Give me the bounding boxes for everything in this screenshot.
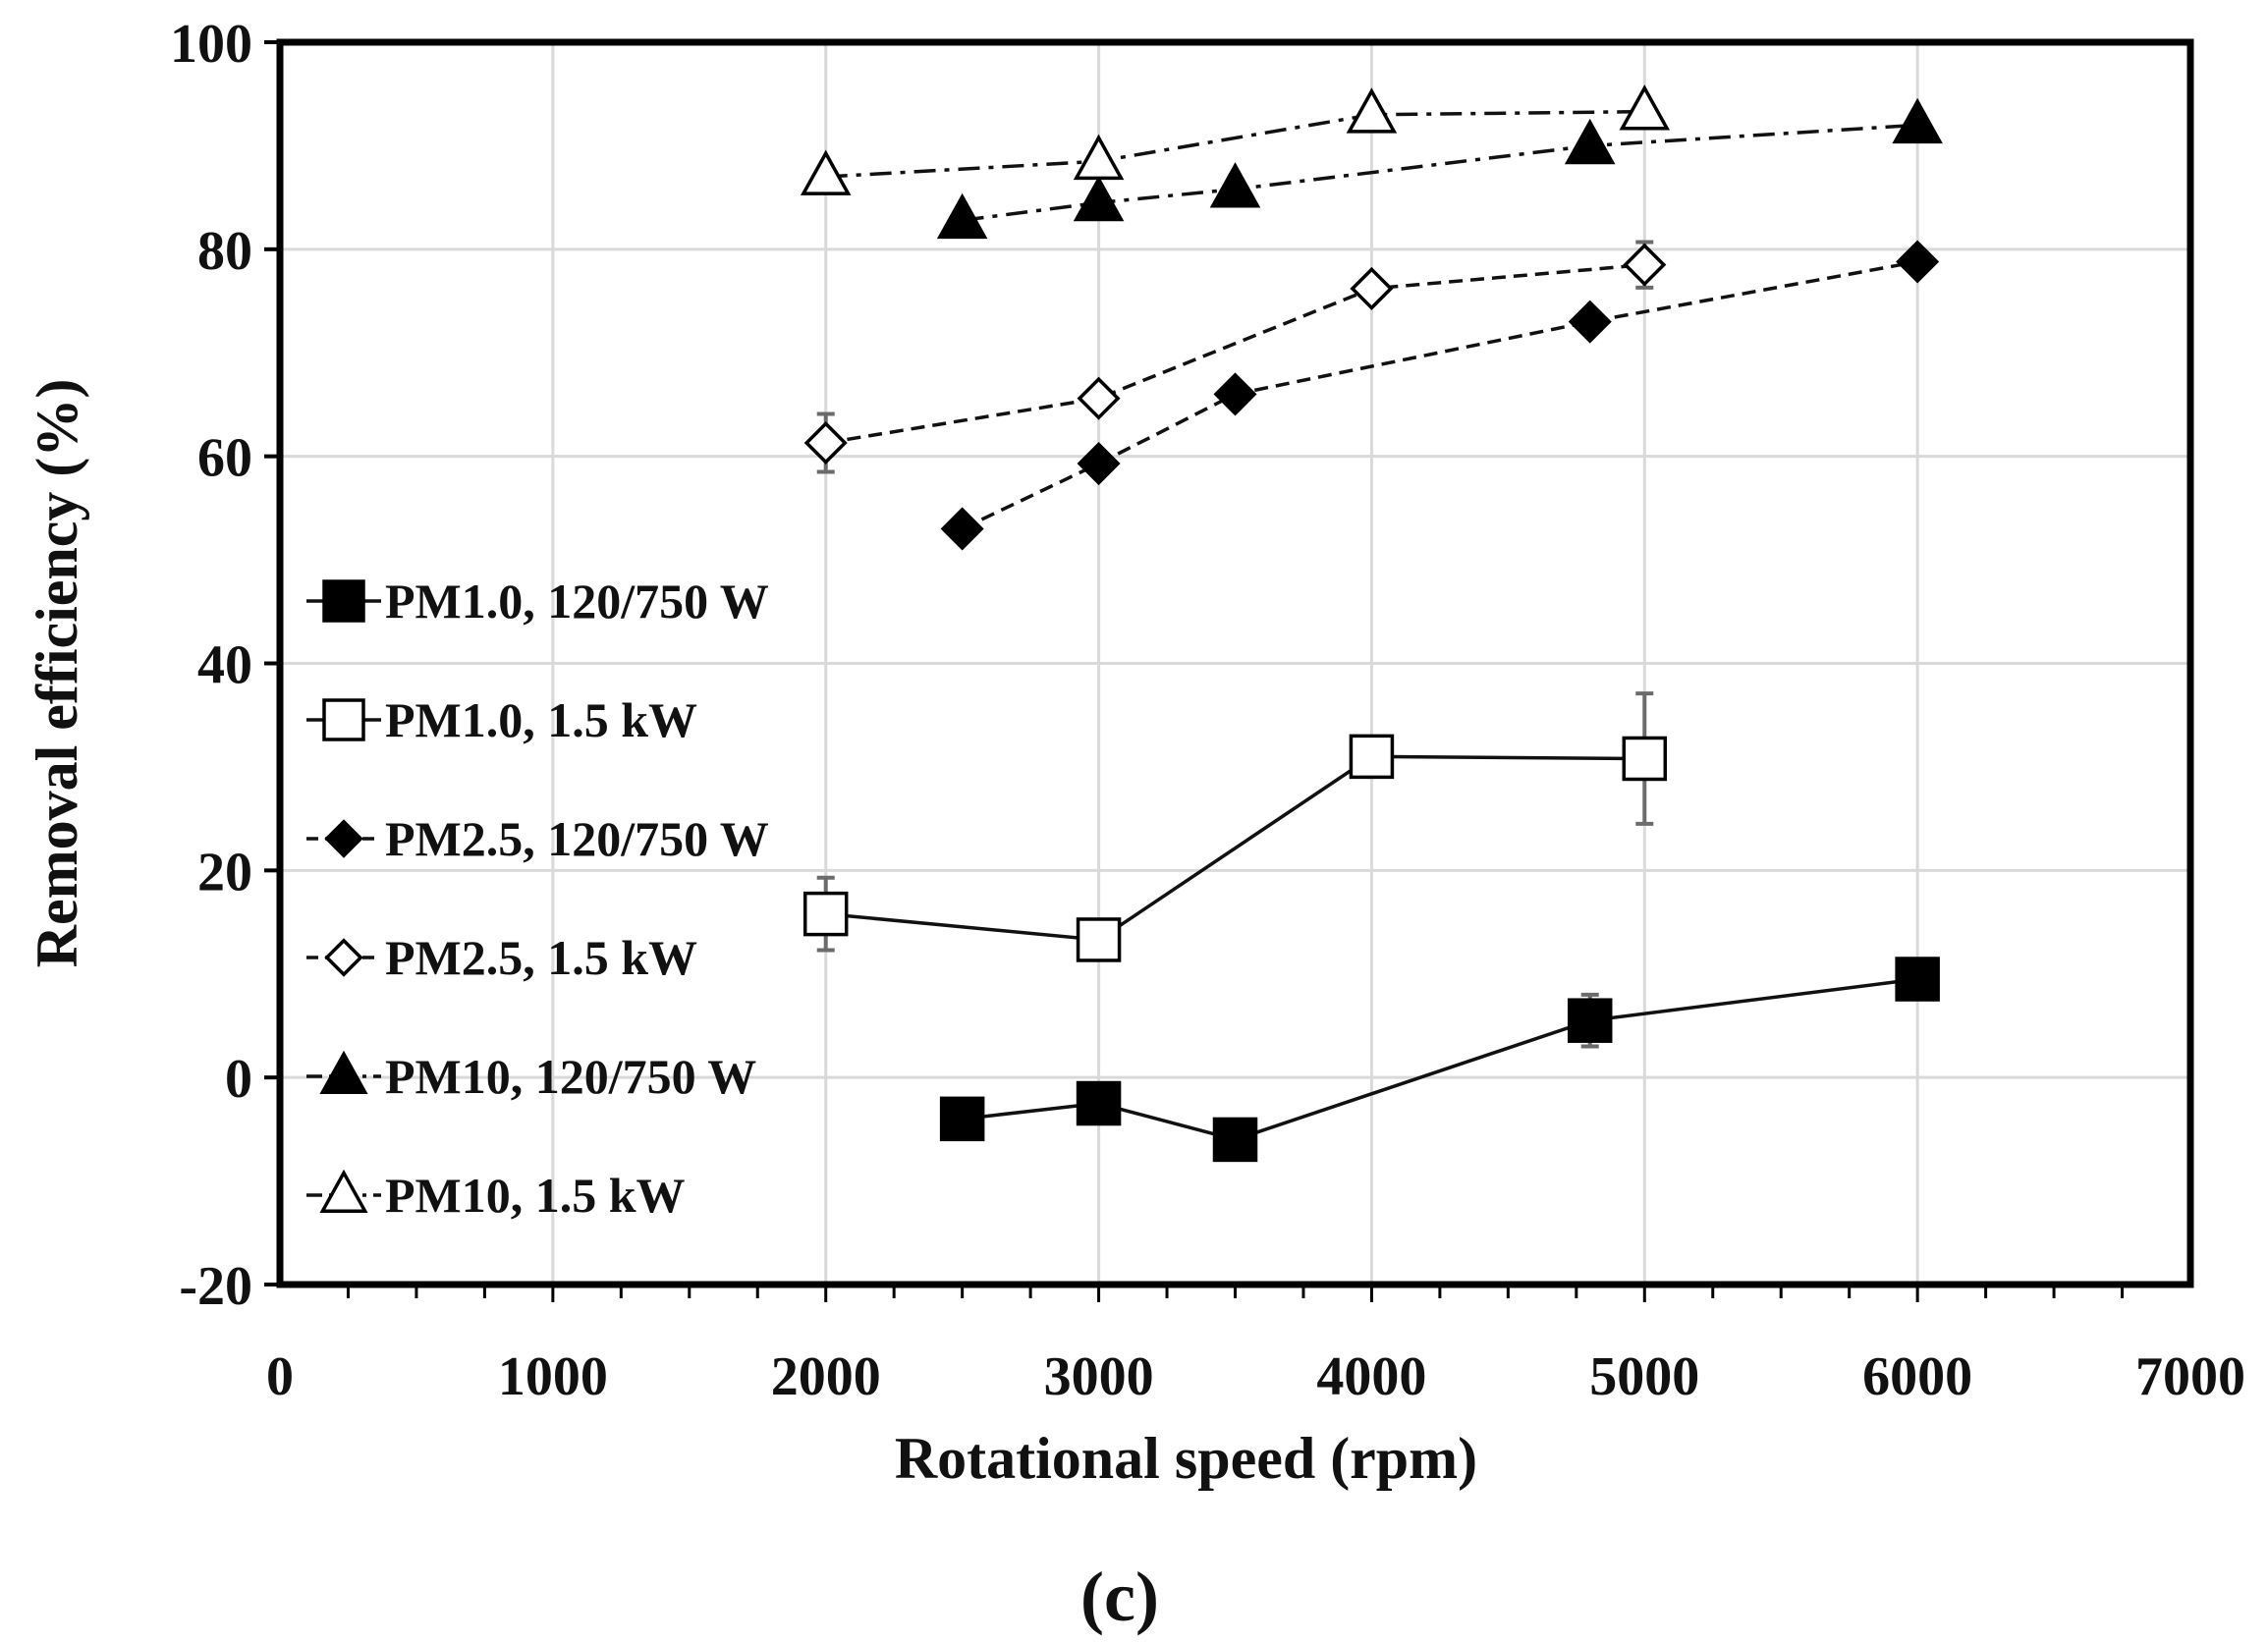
y-axis-title: Removal efficiency (%): [25, 379, 89, 968]
y-tick-label: 80: [197, 221, 252, 282]
legend-item: PM2.5, 1.5 kW: [306, 930, 697, 985]
legend-item: PM10, 120/750 W: [306, 1049, 756, 1104]
panel-label: (c): [1080, 1558, 1159, 1636]
x-tick-label: 1000: [498, 1346, 608, 1407]
x-tick-label: 5000: [1589, 1346, 1699, 1407]
data-point-square: [1349, 734, 1395, 780]
legend-marker: [322, 698, 365, 741]
series-1: [802, 691, 1668, 962]
y-tick-label: 0: [225, 1049, 252, 1110]
legend-label: PM10, 1.5 kW: [385, 1168, 686, 1223]
series-3: [803, 240, 1667, 474]
x-tick-label: 0: [266, 1346, 294, 1407]
data-point-diamond: [1623, 243, 1667, 287]
legend-marker: [324, 819, 363, 858]
series-0: [939, 957, 1940, 1163]
series-line: [825, 754, 1645, 942]
data-point-square: [1895, 957, 1940, 1002]
data-point-square: [1212, 1117, 1258, 1163]
data-point-triangle: [936, 192, 988, 240]
legend: PM1.0, 120/750 W PM1.0, 1.5 kW PM2.5, 120/…: [306, 574, 769, 1223]
y-tick-label: 100: [170, 14, 252, 75]
legend-label: PM1.0, 120/750 W: [385, 574, 769, 629]
legend-label: PM2.5, 120/750 W: [385, 811, 769, 866]
data-point-square: [1076, 917, 1122, 962]
x-tick-label: 7000: [2135, 1346, 2245, 1407]
plot-area-frame: [276, 38, 2194, 1288]
y-tick-label: 60: [197, 428, 252, 489]
data-point-triangle: [1073, 134, 1125, 181]
data-point-square: [939, 1096, 985, 1142]
data-point-diamond: [803, 420, 848, 465]
legend-item: PM1.0, 1.5 kW: [306, 692, 697, 747]
legend-marker: [319, 1050, 368, 1094]
data-point-square: [1622, 736, 1668, 782]
legend-marker: [319, 1169, 368, 1213]
data-point-diamond: [1077, 442, 1121, 486]
x-tick-label: 4000: [1316, 1346, 1426, 1407]
data-point-diamond: [940, 507, 984, 551]
data-series: [800, 84, 1943, 1163]
data-point-diamond: [1896, 240, 1940, 284]
data-point-triangle: [1209, 162, 1261, 208]
tick-labels: 0 1000 2000 3000 4000 5000 6000 7000-2002040608…: [170, 14, 2245, 1407]
legend-marker: [324, 938, 363, 977]
series-line: [825, 262, 1645, 445]
series-2: [940, 240, 1940, 551]
data-point-square: [1076, 1080, 1122, 1126]
data-point-triangle: [1892, 97, 1943, 144]
x-axis-title: Rotational speed (rpm): [895, 1426, 1477, 1491]
legend-item: PM1.0, 120/750 W: [306, 574, 769, 629]
x-tick-label: 3000: [1044, 1346, 1154, 1407]
series-line: [825, 109, 1645, 179]
data-point-square: [1567, 998, 1613, 1043]
x-tick-label: 2000: [771, 1346, 881, 1407]
legend-item: PM2.5, 120/750 W: [306, 811, 769, 866]
data-point-square: [802, 891, 849, 937]
legend-label: PM2.5, 1.5 kW: [385, 930, 697, 985]
data-point-diamond: [1568, 300, 1612, 344]
data-point-triangle: [800, 149, 852, 195]
data-point-triangle: [1619, 84, 1671, 131]
legend-marker: [322, 579, 365, 623]
axis-ticks: [264, 40, 2125, 1302]
data-point-triangle: [1564, 118, 1616, 165]
legend-item: PM10, 1.5 kW: [306, 1168, 686, 1223]
y-tick-label: 40: [197, 635, 252, 696]
x-tick-label: 6000: [1862, 1346, 1972, 1407]
data-point-diamond: [1213, 372, 1257, 416]
data-point-triangle: [1073, 175, 1125, 222]
data-point-triangle: [1346, 87, 1398, 134]
data-point-diamond: [1350, 266, 1394, 310]
y-tick-label: 20: [197, 842, 252, 903]
series-5: [800, 84, 1671, 195]
legend-label: PM10, 120/750 W: [385, 1049, 756, 1104]
y-tick-label: -20: [179, 1256, 252, 1317]
series-4: [936, 97, 1943, 240]
data-point-diamond: [1077, 376, 1121, 420]
legend-label: PM1.0, 1.5 kW: [385, 692, 697, 747]
